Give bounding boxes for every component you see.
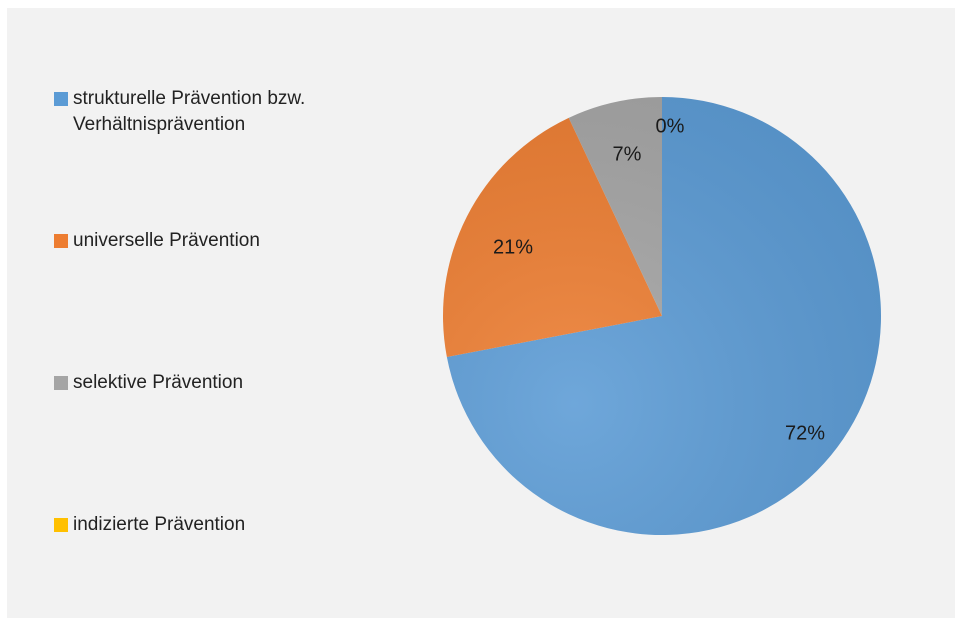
legend-label-indizierte: indizierte Prävention xyxy=(73,514,246,535)
pie-chart: 72% 21% 7% 0% xyxy=(443,97,881,535)
data-label-strukturelle: 72% xyxy=(785,422,825,444)
chart-area: strukturelle Prävention bzw. Verhältnisp… xyxy=(7,8,955,618)
legend-swatch-indizierte xyxy=(54,518,68,532)
legend-item-universelle: universelle Prävention xyxy=(54,228,373,254)
data-label-indizierte: 0% xyxy=(656,115,685,137)
data-label-selektive: 7% xyxy=(613,143,642,165)
legend-label-strukturelle: strukturelle Prävention bzw. Verhältnisp… xyxy=(73,88,306,135)
legend-swatch-strukturelle xyxy=(54,92,68,106)
data-label-universelle: 21% xyxy=(493,236,533,258)
legend-item-selektive: selektive Prävention xyxy=(54,370,373,396)
legend-swatch-universelle xyxy=(54,234,68,248)
legend-swatch-selektive xyxy=(54,376,68,390)
legend-label-universelle: universelle Prävention xyxy=(73,230,260,251)
legend-item-strukturelle: strukturelle Prävention bzw. Verhältnisp… xyxy=(54,86,373,138)
legend-label-selektive: selektive Prävention xyxy=(73,372,244,393)
legend-item-indizierte: indizierte Prävention xyxy=(54,512,373,538)
